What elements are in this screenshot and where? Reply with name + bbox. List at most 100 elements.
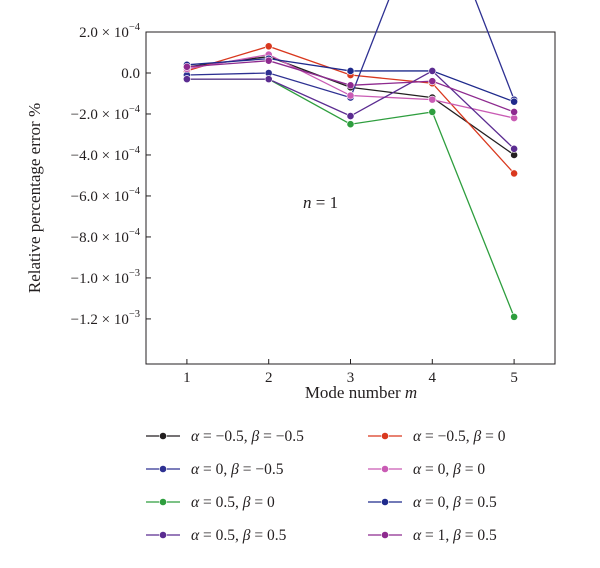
n-annotation: n = 1 [303, 193, 338, 212]
legend-alpha-value: = 0, [421, 494, 453, 511]
legend-alpha-value: = 0, [199, 461, 231, 478]
legend-beta-symbol: β [452, 494, 461, 511]
series-point [510, 108, 517, 115]
x-axis-label-text: Mode number [305, 383, 401, 402]
legend-swatch-point [159, 432, 166, 439]
n-annotation-var: n [303, 193, 312, 212]
y-tick-label-exponent: −4 [129, 186, 141, 197]
x-axis-label-variable: m [405, 383, 417, 402]
y-tick-label-base: −1.0 × 10 [71, 271, 129, 287]
legend-label: α = 0.5, β = 0.5 [191, 527, 287, 544]
legend-label: α = 0, β = 0 [413, 461, 485, 478]
legend-item: α = 0, β = 0 [368, 461, 485, 478]
y-tick-label-exponent: −4 [129, 145, 141, 156]
y-tick-label-base: −4.0 × 10 [71, 148, 129, 164]
series-8 [183, 57, 517, 115]
legend-swatch-point [381, 432, 388, 439]
legend-alpha-value: = 0.5, [199, 527, 243, 544]
y-tick-label: −1.2 × 10−3 [71, 309, 140, 328]
series-point [347, 92, 354, 99]
series-point [183, 76, 190, 83]
series-point [510, 313, 517, 320]
series-point [265, 43, 272, 50]
legend-swatch-point [381, 465, 388, 472]
legend-item: α = −0.5, β = 0 [368, 428, 506, 445]
y-tick-label-exponent: −4 [129, 227, 141, 238]
legend-beta-symbol: β [242, 494, 251, 511]
series-7 [183, 67, 517, 152]
series-layer [183, 0, 517, 320]
legend-alpha-value: = −0.5, [421, 428, 473, 445]
y-tick-label-base: 0.0 [121, 66, 140, 82]
series-point [510, 98, 517, 105]
legend-label: α = 1, β = 0.5 [413, 527, 497, 544]
series-point [347, 82, 354, 89]
legend-beta-symbol: β [251, 428, 260, 445]
series-point [429, 96, 436, 103]
series-point [347, 67, 354, 74]
y-tick-label: −8.0 × 10−4 [71, 227, 141, 246]
y-tick-label-base: −8.0 × 10 [71, 230, 129, 246]
series-point [429, 108, 436, 115]
x-axis-label: Mode number m [305, 383, 417, 402]
series-point [265, 76, 272, 83]
y-tick-label-base: 2.0 × 10 [79, 25, 129, 41]
legend-item: α = 0.5, β = 0.5 [146, 527, 287, 544]
y-tick-label-base: −6.0 × 10 [71, 189, 129, 205]
legend-swatch-point [381, 531, 388, 538]
legend-swatch-point [159, 465, 166, 472]
legend-alpha-value: = 0.5, [199, 494, 243, 511]
n-annotation-text: = 1 [312, 193, 339, 212]
y-tick-label: 0.0 [121, 66, 140, 82]
legend-item: α = 0.5, β = 0 [146, 494, 275, 511]
y-tick-label: −6.0 × 10−4 [71, 186, 141, 205]
legend-item: α = 0, β = 0.5 [368, 494, 497, 511]
legend-swatch-point [159, 531, 166, 538]
legend-beta-symbol: β [473, 428, 482, 445]
legend-label: α = 0, β = 0.5 [413, 494, 497, 511]
y-tick-label-exponent: −3 [129, 309, 140, 320]
legend-beta-value: = 0.5 [461, 527, 497, 544]
legend-item: α = −0.5, β = −0.5 [146, 428, 304, 445]
legend-swatch-point [159, 498, 166, 505]
legend-beta-value: = −0.5 [259, 428, 304, 445]
legend-beta-value: = 0 [461, 461, 485, 478]
legend-beta-value: = −0.5 [239, 461, 284, 478]
legend-beta-symbol: β [452, 461, 461, 478]
y-tick-label-base: −2.0 × 10 [71, 107, 129, 123]
x-tick-label: 2 [265, 370, 273, 386]
series-point [429, 78, 436, 85]
y-axis-ticks: 2.0 × 10−40.0−2.0 × 10−4−4.0 × 10−4−6.0 … [71, 22, 151, 328]
legend-alpha-value: = 0, [421, 461, 453, 478]
legend-label: α = −0.5, β = 0 [413, 428, 506, 445]
series-point [429, 67, 436, 74]
legend-alpha-value: = 1, [421, 527, 453, 544]
x-tick-label: 4 [429, 370, 437, 386]
legend-label: α = −0.5, β = −0.5 [191, 428, 304, 445]
y-tick-label: −2.0 × 10−4 [71, 104, 141, 123]
legend-beta-symbol: β [230, 461, 239, 478]
y-tick-label-base: −1.2 × 10 [71, 312, 129, 328]
series-point [347, 112, 354, 119]
legend-item: α = 0, β = −0.5 [146, 461, 284, 478]
legend-beta-symbol: β [242, 527, 251, 544]
y-tick-label: −4.0 × 10−4 [71, 145, 141, 164]
series-point [265, 57, 272, 64]
legend-alpha-value: = −0.5, [199, 428, 251, 445]
legend-beta-symbol: β [452, 527, 461, 544]
legend-beta-value: = 0 [251, 494, 275, 511]
legend-beta-value: = 0 [481, 428, 505, 445]
legend-beta-value: = 0.5 [251, 527, 287, 544]
legend-beta-value: = 0.5 [461, 494, 497, 511]
legend-label: α = 0.5, β = 0 [191, 494, 275, 511]
x-axis-ticks: 1 2 3 4 5 [183, 359, 518, 386]
y-tick-label: −1.0 × 10−3 [71, 268, 140, 287]
y-tick-label-exponent: −4 [129, 104, 141, 115]
x-tick-label: 5 [510, 370, 518, 386]
series-line [187, 46, 514, 173]
series-point [347, 121, 354, 128]
y-tick-label: 2.0 × 10−4 [79, 22, 141, 41]
legend: α = −0.5, β = −0.5 α = −0.5, β = 0 α = 0, … [146, 428, 506, 544]
legend-item: α = 1, β = 0.5 [368, 527, 497, 544]
